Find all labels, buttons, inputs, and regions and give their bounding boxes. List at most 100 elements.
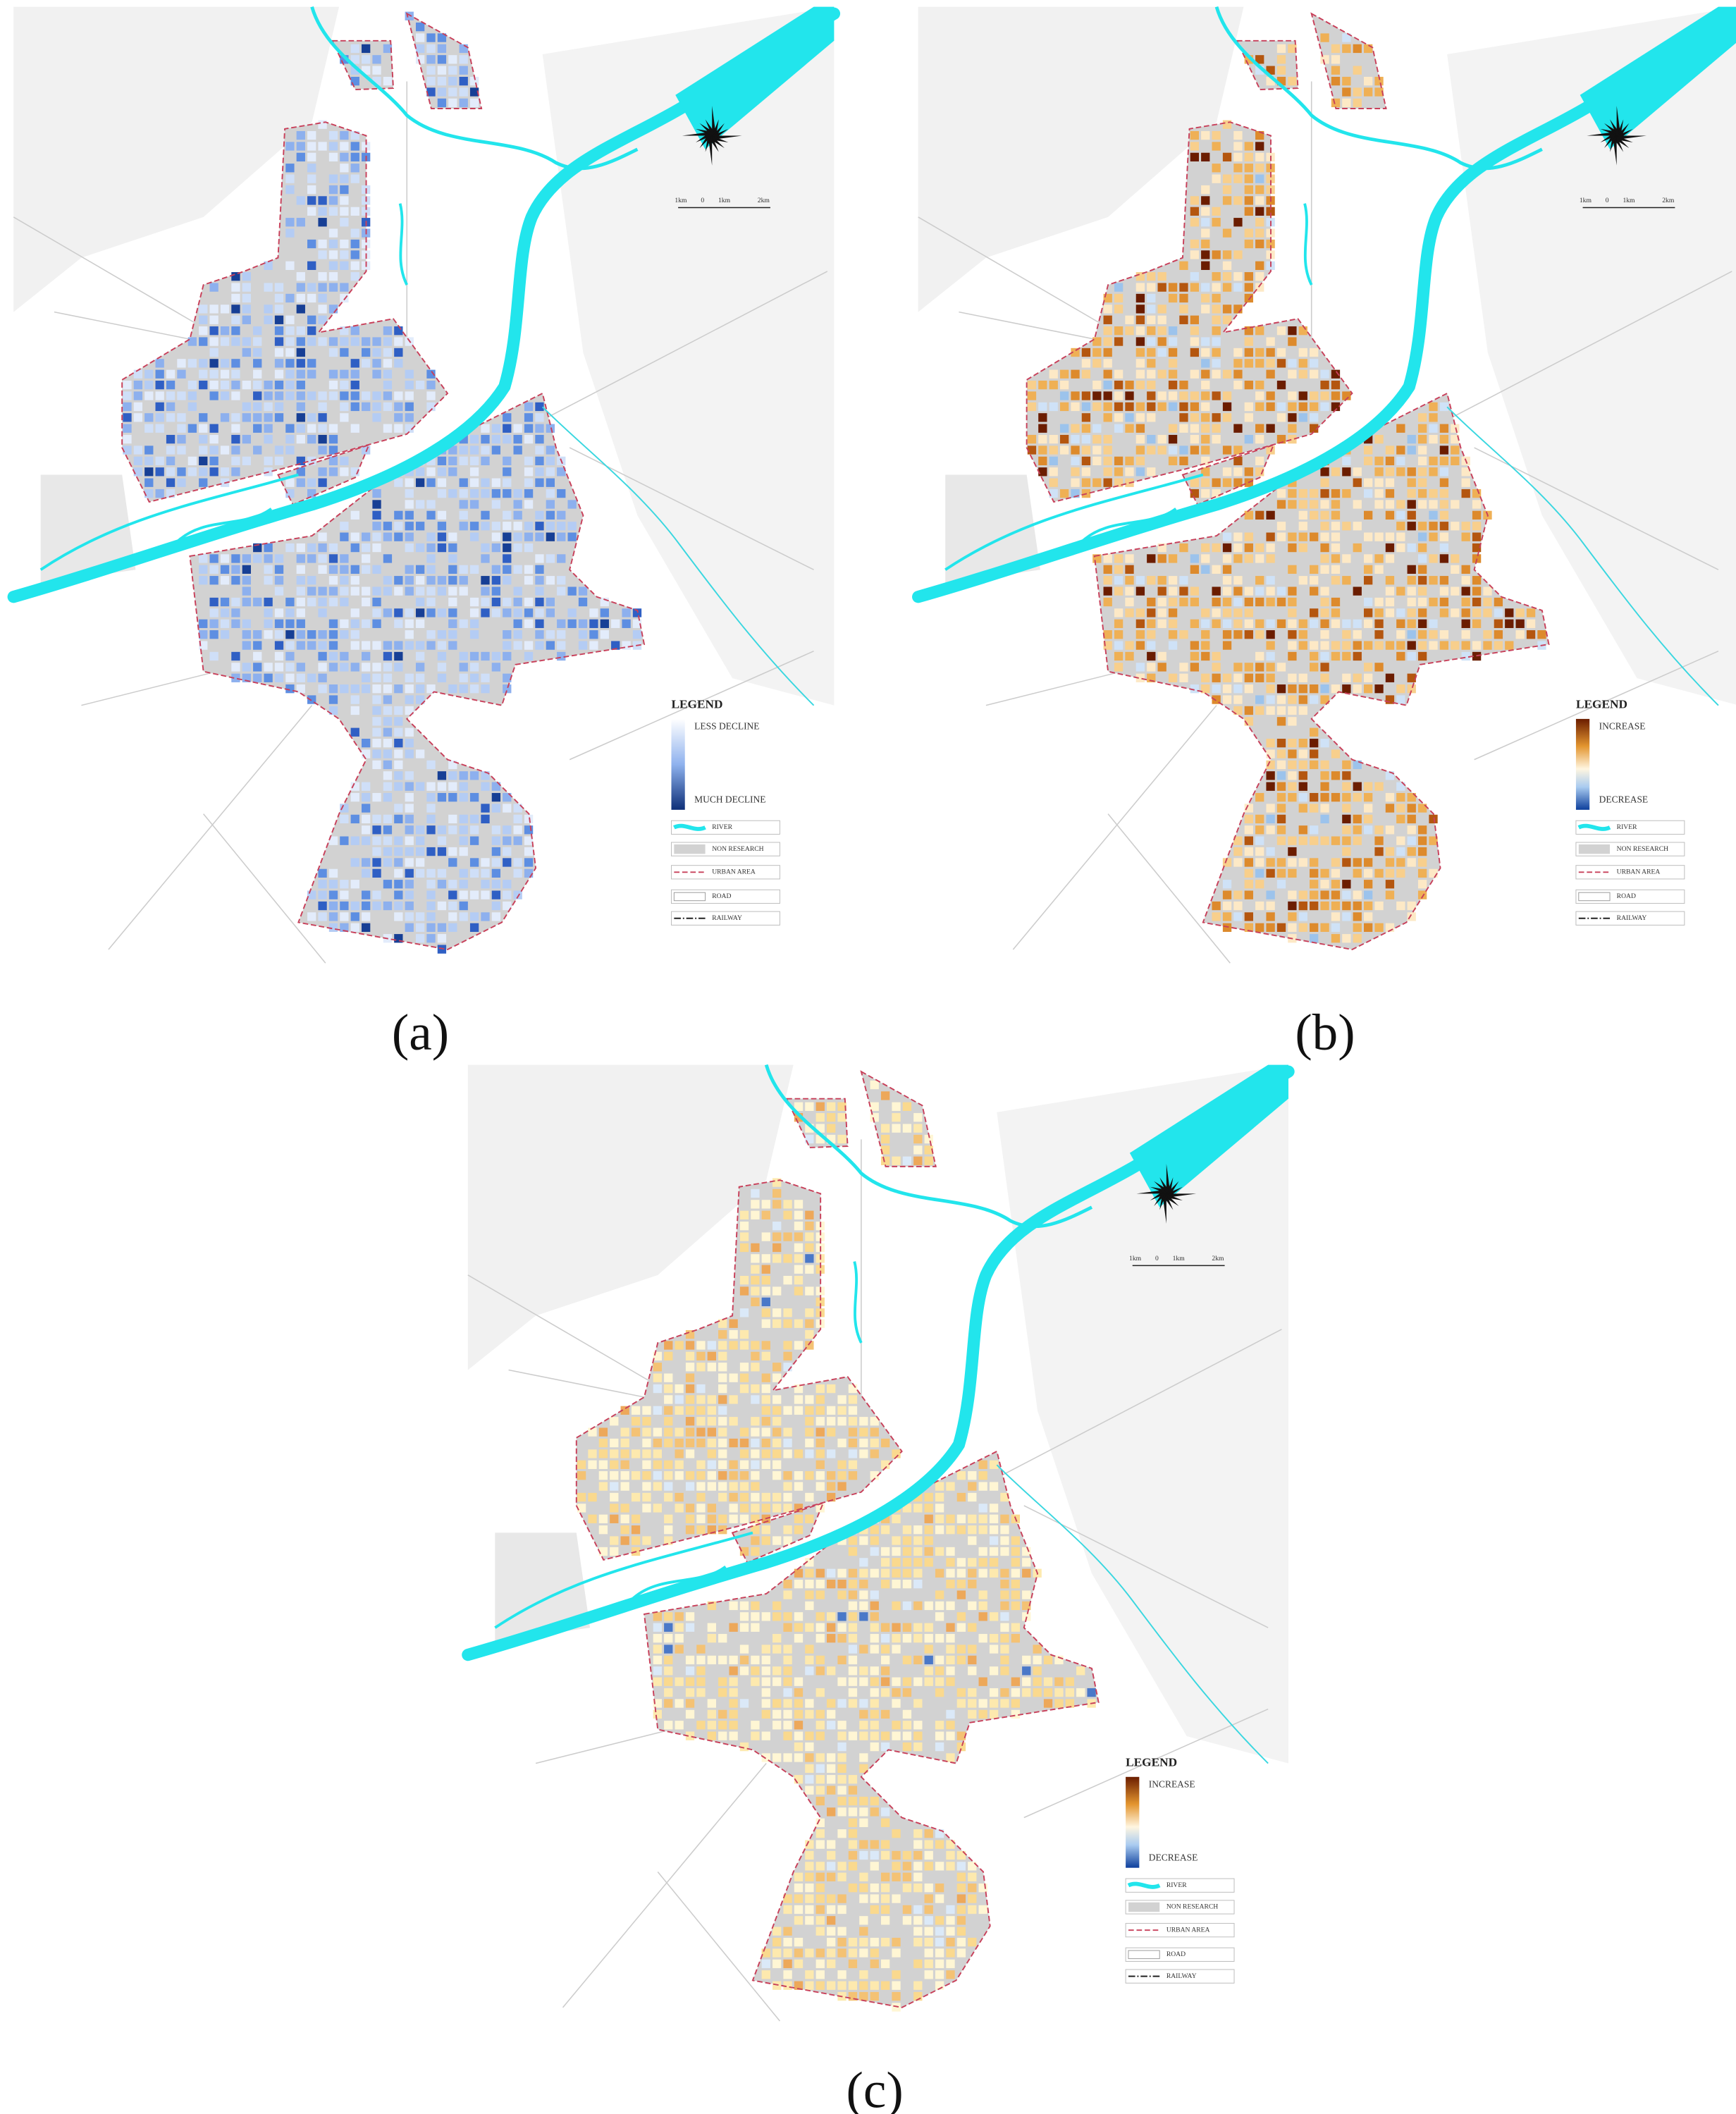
land-block <box>328 445 338 455</box>
land-block <box>805 1438 814 1448</box>
land-block <box>1233 912 1243 921</box>
land-block <box>588 1492 597 1502</box>
land-block <box>469 532 479 541</box>
land-block <box>361 532 371 541</box>
land-block <box>859 1579 868 1589</box>
land-block <box>924 1840 933 1849</box>
land-block <box>1135 456 1145 466</box>
land-block <box>772 1363 782 1372</box>
compass-ray <box>1166 1164 1171 1194</box>
land-block <box>913 1623 923 1632</box>
land-block <box>1407 836 1416 845</box>
land-block <box>827 1633 836 1643</box>
land-block <box>653 1449 663 1458</box>
land-block <box>372 890 381 899</box>
land-block <box>285 228 295 238</box>
land-block <box>1081 391 1091 400</box>
land-block <box>761 1959 770 1969</box>
land-block <box>859 1850 868 1860</box>
land-block <box>859 1449 868 1458</box>
land-block <box>1103 315 1112 324</box>
land-block <box>448 467 457 477</box>
land-block <box>880 1633 890 1643</box>
land-block <box>328 228 338 238</box>
land-block <box>1147 663 1156 672</box>
land-block <box>1342 760 1351 770</box>
land-block <box>1255 543 1264 553</box>
land-block <box>1407 912 1416 921</box>
land-block <box>1233 478 1243 487</box>
land-block <box>296 565 305 574</box>
land-block <box>892 1102 901 1111</box>
land-block <box>1407 467 1416 477</box>
land-block <box>935 1916 944 1925</box>
land-block <box>783 1905 792 1915</box>
land-block <box>1000 1547 1009 1556</box>
land-block <box>1103 576 1112 585</box>
land-block <box>1298 673 1307 682</box>
land-block <box>361 619 371 628</box>
land-block <box>372 868 381 878</box>
road <box>1023 1505 1269 1628</box>
land-block <box>1135 305 1145 314</box>
land-block <box>350 228 359 238</box>
land-block <box>144 456 154 466</box>
land-block <box>426 76 436 86</box>
land-block <box>892 1970 901 1979</box>
land-block <box>328 586 338 596</box>
land-block <box>459 782 468 791</box>
land-block <box>815 1427 825 1437</box>
land-block <box>307 164 316 173</box>
land-block <box>848 1590 858 1599</box>
land-block <box>653 1623 663 1632</box>
land-block <box>503 836 512 845</box>
land-block <box>1190 663 1200 672</box>
land-block <box>209 369 218 379</box>
land-block <box>1222 858 1232 867</box>
land-block <box>1407 543 1416 553</box>
land-block <box>935 1655 944 1665</box>
land-block <box>144 413 154 422</box>
land-block <box>318 293 327 303</box>
land-block <box>837 1395 847 1404</box>
land-block <box>481 782 490 791</box>
land-block <box>1179 456 1188 466</box>
land-block <box>805 1449 814 1458</box>
land-block <box>209 565 218 574</box>
land-block <box>307 239 316 249</box>
land-block <box>783 1482 792 1491</box>
land-block <box>415 543 425 553</box>
land-block <box>491 880 501 889</box>
land-block <box>783 1666 792 1676</box>
land-block <box>815 1504 825 1513</box>
land-block <box>1147 445 1156 455</box>
land-block <box>481 445 490 455</box>
land-block <box>729 1721 738 1730</box>
land-block <box>481 554 490 563</box>
land-block <box>1022 1558 1031 1567</box>
land-block <box>437 847 447 856</box>
land-block <box>1179 402 1188 412</box>
land-block <box>685 1417 695 1426</box>
land-block <box>805 1579 814 1589</box>
land-block <box>1353 651 1362 661</box>
land-block <box>946 1862 955 1871</box>
land-block <box>166 456 176 466</box>
land-block <box>1114 337 1124 346</box>
land-block <box>394 651 403 661</box>
land-block <box>783 1753 792 1762</box>
land-block <box>761 1688 770 1697</box>
land-block <box>1190 142 1200 151</box>
land-block <box>340 142 349 151</box>
land-block <box>296 424 305 433</box>
land-block <box>372 673 381 682</box>
land-block <box>448 847 457 856</box>
land-block <box>546 510 555 520</box>
land-block <box>1363 663 1373 672</box>
land-block <box>459 586 468 596</box>
legend-label: ROAD <box>712 892 731 900</box>
land-block <box>350 782 359 791</box>
land-block <box>880 1981 890 1990</box>
land-block <box>426 87 436 97</box>
land-block <box>577 1460 586 1469</box>
